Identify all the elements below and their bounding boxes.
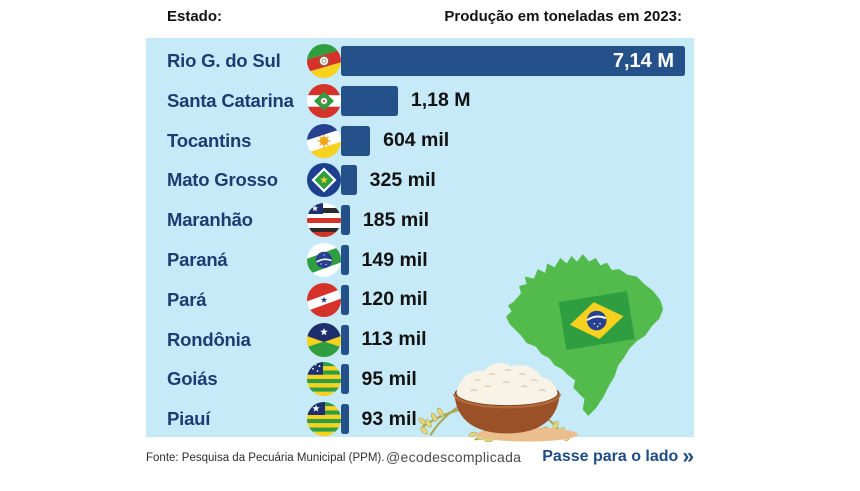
bar-value-label: 113 mil — [361, 328, 427, 351]
brazil-flag-icon — [558, 291, 635, 350]
maranhao-flag-icon — [307, 203, 341, 238]
bar-value-label: 95 mil — [361, 367, 417, 390]
bar-value-label: 325 mil — [369, 168, 436, 191]
state-label: Paraná — [167, 249, 228, 270]
state-label: Tocantins — [167, 129, 252, 151]
bar-row: Goiás — [146, 359, 694, 399]
footer-handle: @ecodescomplicada — [386, 449, 522, 465]
chart-panel: Rio G. do Sul 7,14 M Santa Catar — [146, 38, 694, 443]
bar-value-label: 185 mil — [362, 208, 430, 231]
double-chevron-right-icon: » — [682, 445, 694, 468]
bar-row: Maranhão 185 mil — [146, 200, 694, 240]
state-label: Maranhão — [167, 209, 253, 231]
rio-grande-do-sul-flag-icon — [307, 44, 341, 78]
piaui-flag-icon — [307, 402, 341, 437]
bar-value-label: 1,18 M — [410, 89, 471, 112]
parana-flag-icon — [307, 243, 341, 277]
bar-row: Tocantins 604 mil — [146, 121, 694, 161]
bar-value-label: 7,14 M — [612, 49, 674, 72]
header-state-label: Estado: — [167, 8, 223, 25]
bar-value-label: 93 mil — [361, 407, 417, 430]
state-label: Piauí — [167, 408, 211, 430]
production-bar — [341, 125, 371, 156]
bar-row: Rondônia 113 mil — [146, 320, 694, 360]
production-bar — [341, 364, 349, 395]
header-production-label: Produção em toneladas em 2023: — [444, 8, 682, 25]
state-label: Mato Grosso — [167, 169, 278, 191]
production-bar — [341, 284, 349, 315]
rondonia-flag-icon — [307, 322, 341, 357]
state-label: Santa Catarina — [167, 89, 294, 111]
bar-row: Pará 120 mil — [146, 280, 694, 320]
swipe-cta[interactable]: Passe para o lado » — [542, 446, 694, 467]
production-bar: 7,14 M — [341, 46, 685, 76]
tocantins-flag-icon — [307, 123, 341, 158]
bar-row: Piauí 93 mil — [146, 399, 694, 439]
production-bar — [341, 324, 349, 355]
production-bar — [341, 85, 398, 116]
santa-catarina-flag-icon — [307, 83, 341, 118]
state-label: Rio G. do Sul — [167, 50, 281, 71]
state-label: Pará — [167, 288, 207, 310]
brazil-map-illustration — [506, 254, 664, 416]
state-label: Goiás — [167, 368, 218, 390]
bar-row: Rio G. do Sul 7,14 M — [146, 41, 694, 81]
production-bar — [341, 205, 350, 236]
mato-grosso-flag-icon — [307, 163, 341, 198]
swipe-cta-label: Passe para o lado — [542, 447, 679, 465]
production-bar — [341, 165, 357, 196]
goias-flag-icon — [307, 362, 341, 397]
state-label: Rondônia — [167, 328, 251, 350]
bar-row: Mato Grosso 325 mil — [146, 160, 694, 200]
rice-bowl-illustration — [418, 363, 578, 443]
production-bar — [341, 404, 349, 435]
bar-value-label: 120 mil — [361, 288, 428, 311]
para-flag-icon — [307, 282, 341, 317]
bar-value-label: 604 mil — [383, 129, 450, 152]
bar-row: Paraná 149 mil — [146, 240, 694, 280]
production-bar — [341, 245, 349, 275]
bar-value-label: 149 mil — [361, 248, 428, 271]
bar-row: Santa Catarina 1,18 M — [146, 81, 694, 121]
footer-source: Fonte: Pesquisa da Pecuária Municipal (P… — [146, 452, 385, 464]
